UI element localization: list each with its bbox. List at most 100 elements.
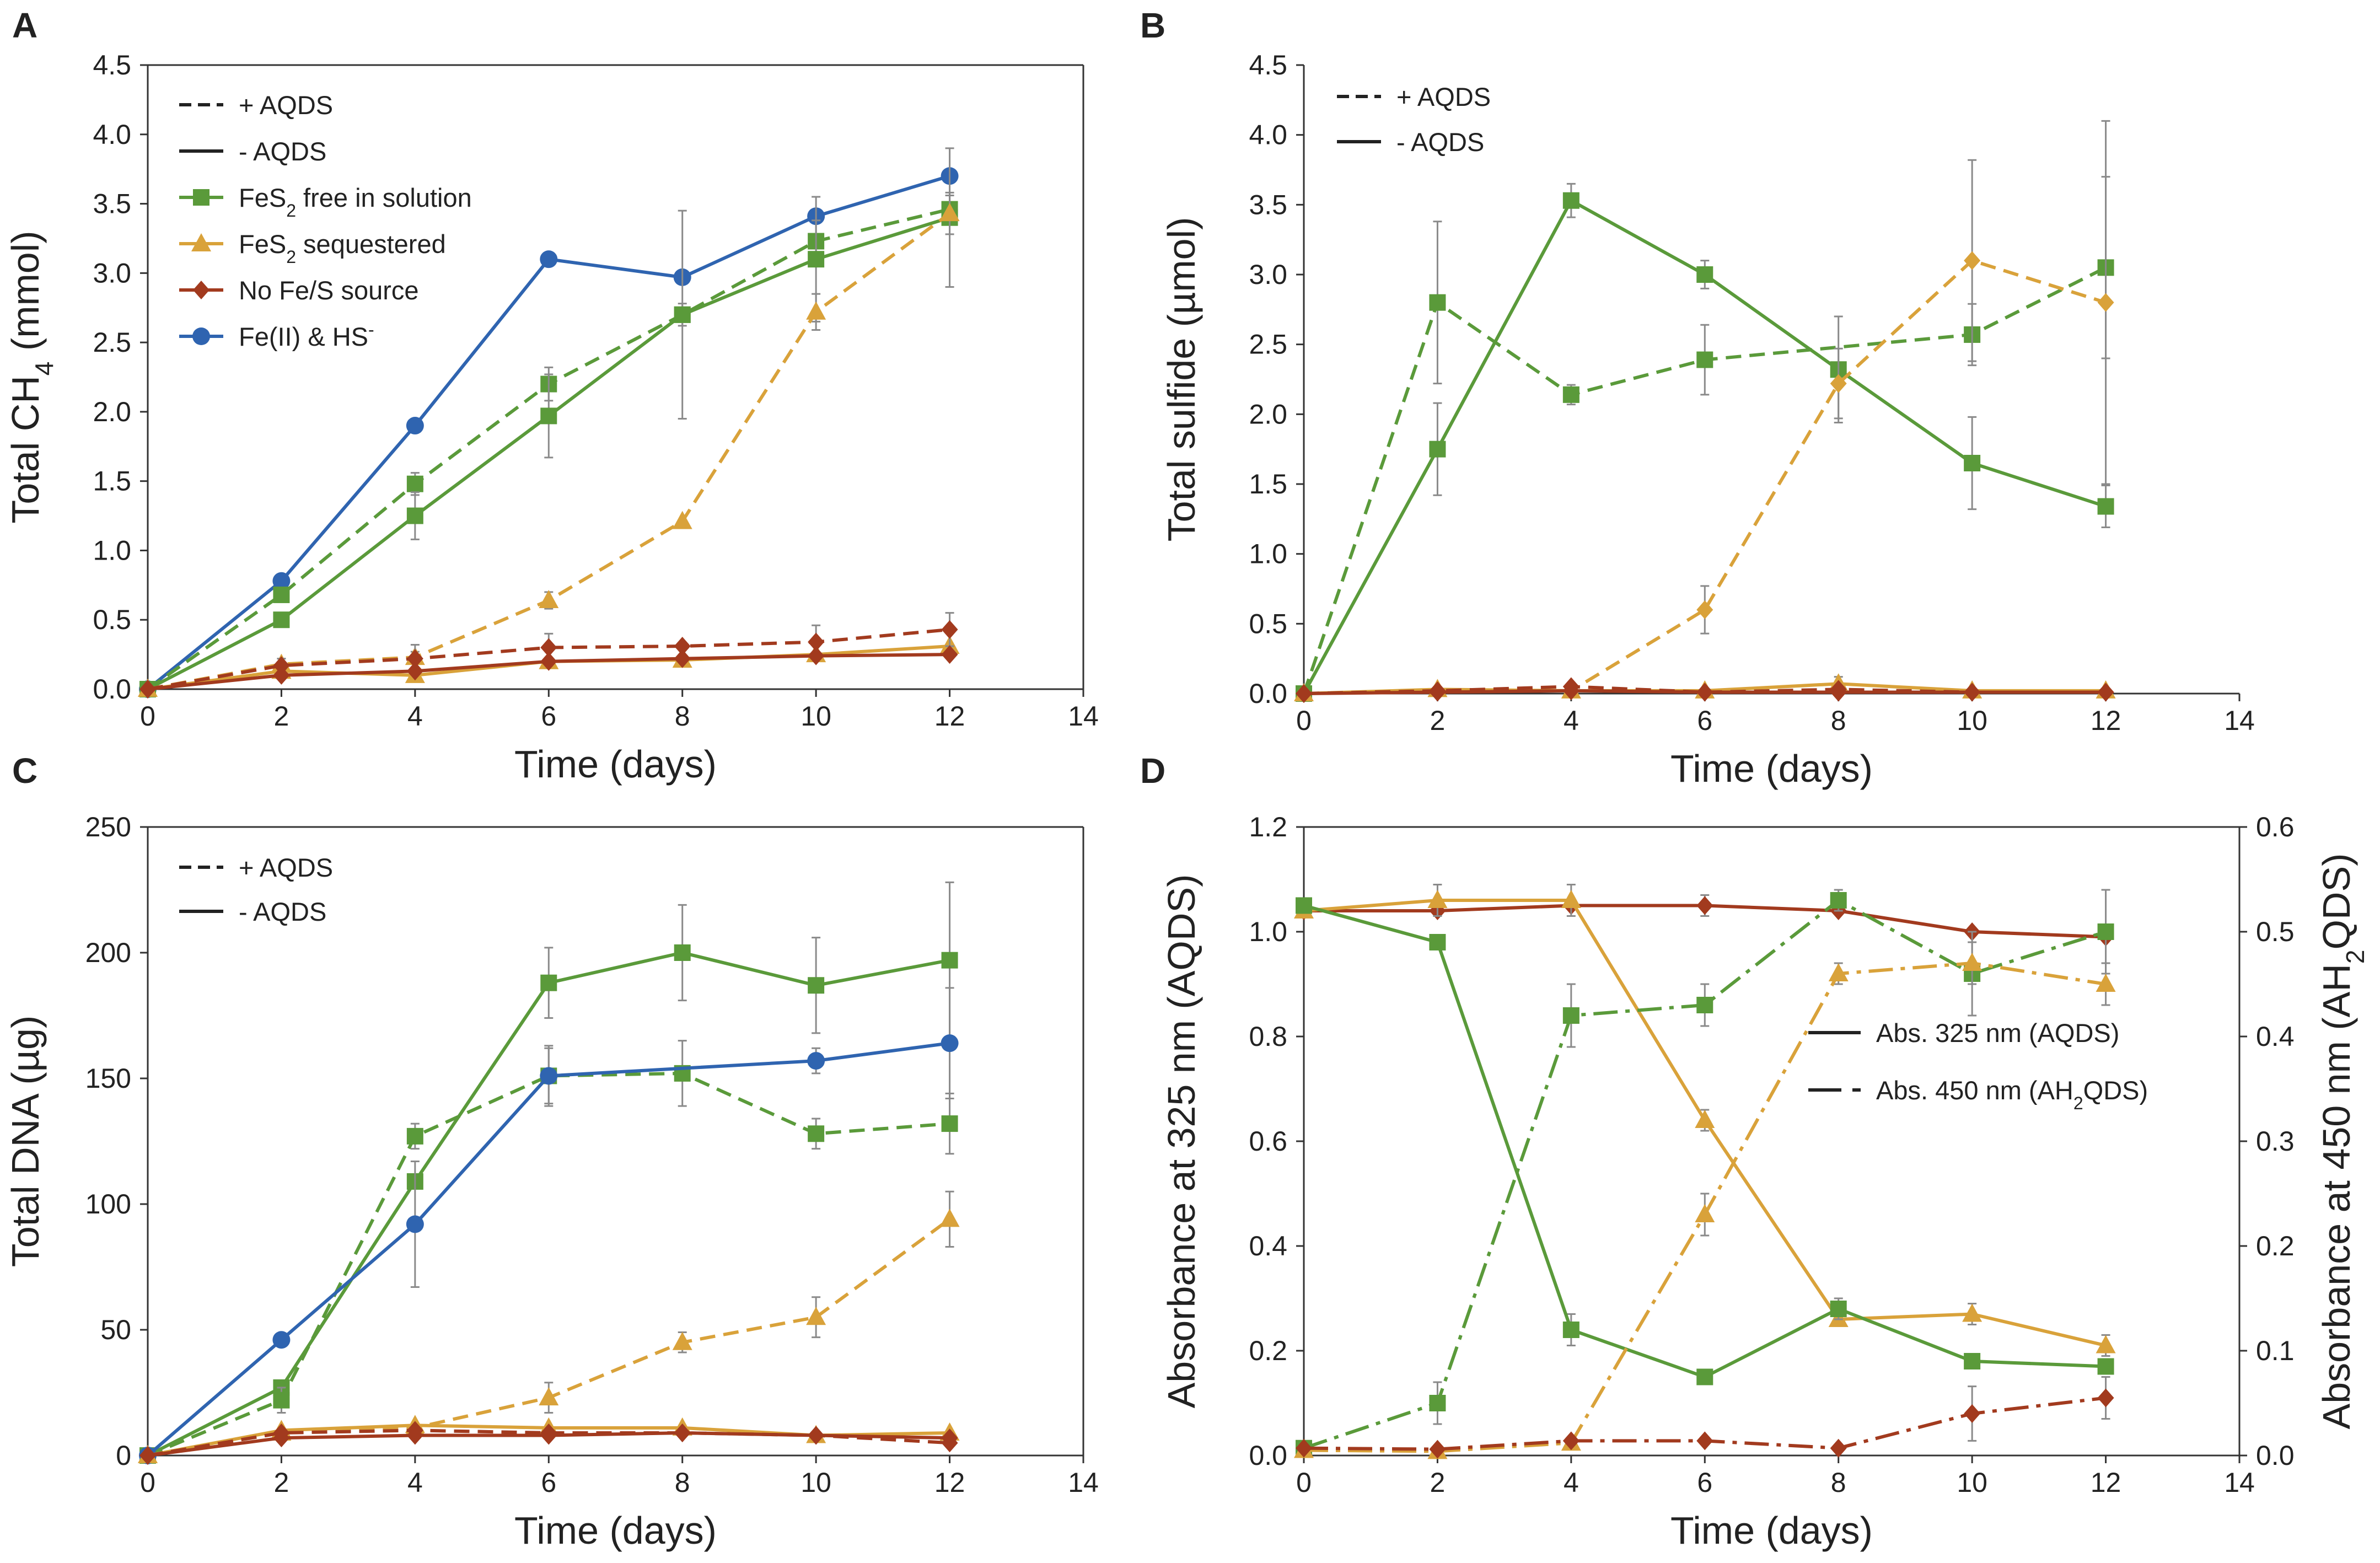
data-point [941, 952, 958, 969]
series-no-fe-s-source-aqds [139, 645, 958, 699]
data-point [1696, 351, 1713, 368]
y-tick-label: 3.5 [1249, 189, 1287, 220]
legend-label: - AQDS [239, 137, 326, 166]
legend-label: + AQDS [239, 853, 333, 882]
data-point [1562, 192, 1579, 209]
legend-superscript: - [368, 320, 374, 340]
y-right-tick-label: 0.2 [2256, 1231, 2295, 1261]
x-tick-label: 8 [675, 701, 690, 732]
y-label-text: Total sulfide (µmol) [1160, 217, 1203, 542]
data-point [406, 417, 424, 435]
data-point [273, 665, 290, 685]
data-point [808, 977, 825, 994]
legend-label: FeS2 sequestered [239, 229, 446, 267]
legend: Abs. 325 nm (AQDS) Abs. 450 nm (AH2QDS) [1808, 1018, 2148, 1113]
data-point [941, 1433, 958, 1453]
legend-text: free in solution [296, 183, 472, 212]
data-point [2096, 974, 2116, 992]
data-point [1830, 892, 1847, 909]
data-point [1696, 683, 1713, 702]
x-tick-label: 6 [1697, 705, 1712, 736]
x-tick-label: 4 [1564, 705, 1579, 736]
data-point [1695, 1204, 1715, 1222]
y-label-subscript: 2 [2341, 950, 2370, 964]
data-point [941, 620, 958, 639]
y-label-text: Absorbance at 450 nm (AH [2315, 964, 2358, 1429]
y-label-text: QDS) [2315, 853, 2358, 950]
data-point [674, 1423, 691, 1442]
data-point [1962, 953, 1983, 971]
data-point [808, 632, 825, 652]
y-right-tick-label: 0.3 [2256, 1126, 2295, 1157]
x-tick-label: 0 [1296, 705, 1312, 736]
x-tick-label: 8 [1831, 1467, 1846, 1498]
series-no-fe-s-source-450 [1296, 1376, 2114, 1459]
chart-panel-c: C 0 2 4 6 8 10 12 14 0 50 100 150 200 250 Time (days) To… [4, 751, 1099, 1552]
y-tick-label: 200 [85, 937, 131, 968]
x-tick-label: 10 [1957, 1467, 1987, 1498]
y-tick-label: 0.5 [93, 604, 131, 635]
data-point [1562, 1322, 1579, 1338]
legend-label: Abs. 325 nm (AQDS) [1876, 1018, 2119, 1048]
x-tick-label: 8 [1831, 705, 1846, 736]
x-tick-label: 12 [934, 701, 965, 732]
data-point [672, 1331, 692, 1350]
data-point [540, 638, 557, 657]
data-point [1696, 997, 1713, 1013]
legend-subscript: 2 [286, 201, 296, 221]
data-point [674, 649, 691, 668]
data-point [1561, 890, 1581, 908]
series-fes2-free-325 [1296, 897, 2114, 1385]
y-tick-label: 1.0 [93, 535, 131, 566]
data-point [539, 590, 559, 609]
series-no-fe-s-source-aqds [139, 1421, 958, 1465]
series-line [1302, 266, 2107, 694]
x-axis-label: Time (days) [1670, 747, 1873, 790]
series-line [147, 951, 950, 1457]
y-label-text: Total CH [4, 375, 47, 523]
x-tick-label: 2 [1430, 705, 1446, 736]
legend-label: Abs. 450 nm (AH2QDS) [1876, 1076, 2148, 1113]
data-point [1562, 1431, 1579, 1451]
panel-letter: C [12, 751, 37, 791]
data-point [808, 1426, 825, 1445]
y-tick-label: 0 [116, 1440, 131, 1471]
y-tick-label: 0.0 [1249, 678, 1287, 709]
y-tick-label: 50 [100, 1314, 131, 1345]
data-point [1962, 1303, 1983, 1322]
chart-panel-b: B 0 2 4 6 8 10 12 14 0.0 0.5 1.0 1.5 2.0 2.5 3.0 3.5 4.0 4… [1140, 6, 2255, 790]
data-point [808, 251, 825, 268]
y-tick-label: 2.0 [1249, 399, 1287, 429]
y-right-tick-label: 0.0 [2256, 1440, 2295, 1471]
y-tick-label: 100 [85, 1189, 131, 1220]
y-tick-label: 4.5 [1249, 50, 1287, 80]
x-tick-label: 10 [801, 701, 831, 732]
data-point [2097, 293, 2114, 312]
data-point [1429, 441, 1446, 458]
series-fes2-sequestered-aqds [1296, 120, 2114, 703]
data-point [1429, 294, 1446, 311]
data-point [273, 1392, 290, 1409]
legend-text: sequestered [296, 229, 446, 259]
data-point [406, 1127, 423, 1145]
data-point [1964, 251, 1981, 270]
data-point [1696, 1368, 1713, 1385]
x-tick-label: 6 [541, 701, 556, 732]
x-tick-label: 6 [1697, 1467, 1712, 1498]
data-point [139, 680, 156, 699]
data-point [540, 652, 557, 671]
y-tick-label: 2.5 [1249, 329, 1287, 360]
legend: + AQDS - AQDS [1337, 82, 1491, 157]
data-point [1296, 684, 1312, 703]
x-tick-label: 2 [274, 701, 289, 732]
x-tick-label: 12 [2091, 705, 2121, 736]
data-point [273, 656, 290, 675]
y-tick-label: 1.0 [1249, 539, 1287, 570]
x-tick-label: 6 [541, 1467, 556, 1498]
legend-label: No Fe/S source [239, 276, 419, 305]
y-tick-label: 3.5 [93, 189, 131, 219]
x-axis-label: Time (days) [514, 1509, 717, 1552]
series-fes2-sequestered-325 [1294, 884, 2116, 1357]
legend-text: Fe(II) & HS [239, 322, 368, 351]
data-point [1964, 1404, 1981, 1423]
